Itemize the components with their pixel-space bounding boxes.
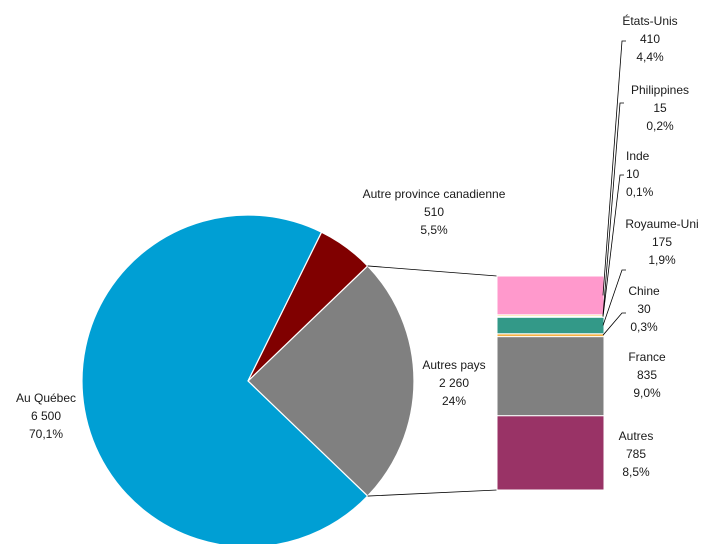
label-philippines-value: 15 [653,101,667,115]
main-pie [81,214,415,544]
label-royaume-uni: Royaume-Uni 175 1,9% [625,217,698,267]
label-france-value: 835 [637,368,657,382]
bar-segment-autres [496,415,605,491]
leader-lines [602,40,626,336]
bar-segment-royaume-uni [496,316,605,335]
label-royaume-uni-name: Royaume-Uni [625,217,698,231]
label-inde: Inde 10 0,1% [626,149,654,199]
leader-line-inde [602,174,624,317]
leader-line-etats-unis [602,40,626,296]
label-au-quebec-name: Au Québec [16,391,76,405]
label-france: France 835 9,0% [628,350,666,400]
leader-line-royaume-uni [602,269,626,326]
label-etats-unis-value: 410 [640,32,660,46]
label-chine-name: Chine [628,284,660,298]
label-au-quebec-percent: 70,1% [29,427,63,441]
label-chine: Chine 30 0,3% [628,284,660,334]
label-autres-pays-name: Autres pays [422,358,485,372]
label-autre-province-value: 510 [424,205,444,219]
label-autres-percent: 8,5% [622,465,650,479]
label-inde-name: Inde [626,149,650,163]
label-france-name: France [628,350,666,364]
label-etats-unis-name: États-Unis [622,13,677,28]
label-chine-percent: 0,3% [630,320,658,334]
label-au-quebec: Au Québec 6 500 70,1% [16,391,76,441]
label-autre-province-percent: 5,5% [420,223,448,237]
label-philippines: Philippines 15 0,2% [631,83,689,133]
leader-line-philippines [602,102,624,316]
label-autres-pays-value: 2 260 [439,376,469,390]
bar-segment-france [496,336,605,417]
label-autres-value: 785 [626,447,646,461]
label-philippines-percent: 0,2% [646,119,674,133]
connector-line-top [367,265,498,277]
pie-slice-au-quebec [81,214,369,544]
label-royaume-uni-percent: 1,9% [648,253,676,267]
connector-line-bottom [367,489,498,497]
label-autres-pays-percent: 24% [442,394,466,408]
connector-lines [367,265,498,497]
label-royaume-uni-value: 175 [652,235,672,249]
label-autres-pays: Autres pays 2 260 24% [422,358,485,408]
label-inde-percent: 0,1% [626,185,654,199]
label-autre-province-name: Autre province canadienne [363,187,506,201]
label-inde-value: 10 [626,167,640,181]
breakdown-bar [496,275,605,491]
label-autres: Autres 785 8,5% [619,429,654,479]
pie-slice-autres-pays [247,265,415,497]
label-etats-unis: États-Unis 410 4,4% [622,13,677,64]
label-autre-province: Autre province canadienne 510 5,5% [363,187,506,237]
leader-line-chine [602,312,626,336]
label-autres-name: Autres [619,429,654,443]
label-france-percent: 9,0% [633,386,661,400]
label-etats-unis-percent: 4,4% [636,50,664,64]
pie-slice-autre-province-canadienne [247,231,369,382]
label-chine-value: 30 [637,302,651,316]
label-philippines-name: Philippines [631,83,689,97]
label-au-quebec-value: 6 500 [31,409,61,423]
bar-segment-etats-unis [496,275,605,316]
